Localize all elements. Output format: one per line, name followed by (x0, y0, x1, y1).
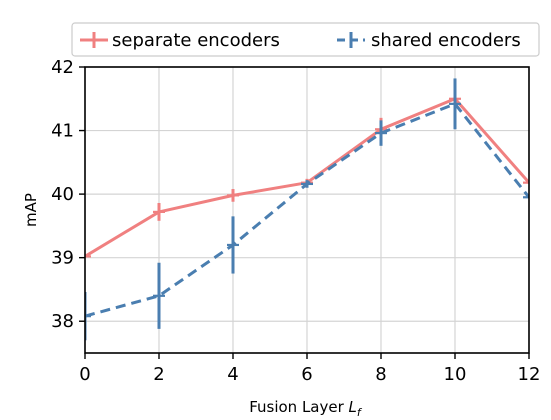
x-axis-label-variable: L (349, 398, 357, 416)
x-axis-label-text: Fusion Layer (249, 398, 348, 416)
x-axis-label: Fusion Layer Lf (249, 398, 363, 419)
y-ticks: 38 39 40 41 42 (51, 57, 85, 332)
y-tick-label: 42 (51, 57, 74, 78)
legend-label-separate: separate encoders (112, 30, 280, 51)
x-tick-label: 0 (79, 364, 90, 385)
x-axis-label-subscript: f (357, 406, 363, 419)
series-group (85, 78, 529, 341)
y-tick-label: 39 (51, 248, 74, 269)
x-tick-label: 12 (518, 364, 541, 385)
x-tick-label: 4 (227, 364, 238, 385)
legend-swatch-separate (80, 32, 108, 48)
y-tick-label: 40 (51, 184, 74, 205)
legend-label-shared: shared encoders (371, 30, 521, 51)
x-tick-label: 10 (444, 364, 467, 385)
legend-box (71, 22, 540, 57)
legend: separate encoders shared encoders (71, 22, 540, 57)
x-tick-label: 2 (153, 364, 164, 385)
x-tick-label: 8 (375, 364, 386, 385)
x-ticks: 0 2 4 6 8 10 12 (79, 353, 540, 385)
y-tick-label: 41 (51, 121, 74, 142)
grid-lines (84, 66, 530, 353)
series-layer (85, 78, 529, 341)
y-axis-label: mAP (22, 193, 40, 227)
legend-swatch-shared (337, 32, 365, 48)
y-tick-label: 38 (51, 311, 74, 332)
x-tick-label: 6 (301, 364, 312, 385)
